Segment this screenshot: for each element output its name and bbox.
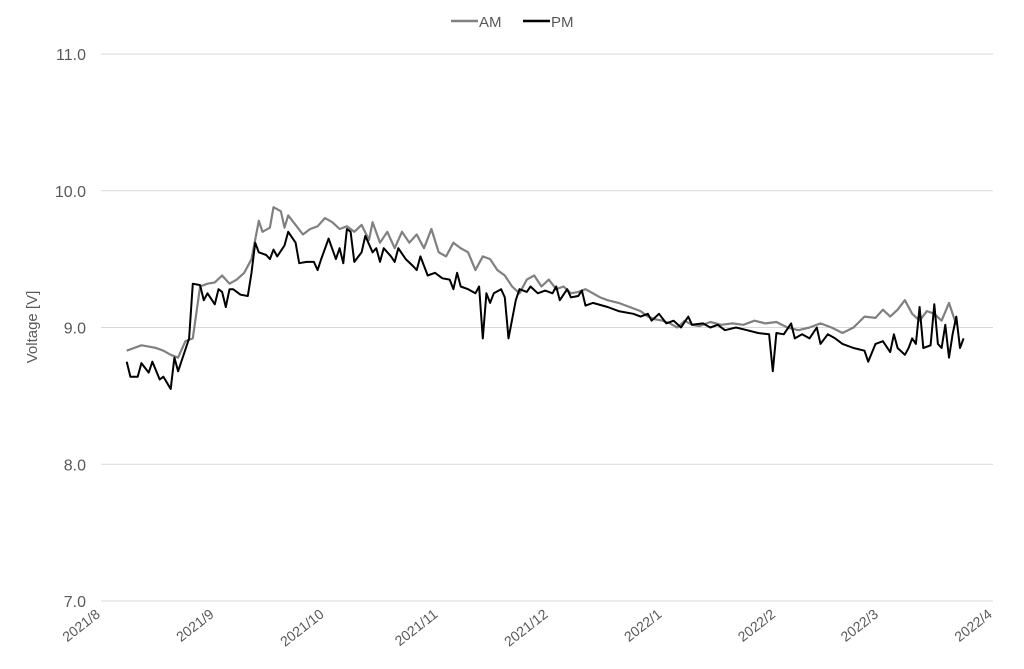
x-tick-label: 2021/9	[173, 606, 217, 645]
y-axis-title: Voltage [V]	[24, 291, 41, 364]
y-tick-label: 10.0	[55, 184, 86, 201]
series-line-am	[126, 206, 958, 359]
y-tick-label: 7.0	[64, 594, 86, 611]
series-lines	[125, 206, 965, 390]
y-axis-ticks: 7.0 8.0 9.0 10.0 11.0	[55, 47, 86, 611]
x-tick-label: 2021/12	[501, 606, 551, 650]
x-axis-ticks: 2021/8 2021/9 2021/10 2021/11 2021/12 2022/1 2…	[59, 606, 995, 650]
x-tick-label: 2021/8	[59, 606, 103, 645]
x-tick-label: 2022/2	[735, 606, 779, 645]
x-tick-label: 2022/1	[621, 606, 665, 645]
legend: AM PM	[451, 14, 574, 31]
series-line-pm	[125, 228, 965, 390]
legend-label-pm: PM	[551, 14, 574, 31]
x-tick-label: 2022/4	[951, 606, 995, 645]
x-tick-label: 2021/11	[392, 606, 441, 649]
y-tick-label: 9.0	[64, 321, 86, 338]
y-tick-label: 8.0	[64, 457, 86, 474]
gridlines	[101, 53, 993, 602]
x-tick-label: 2021/10	[277, 606, 327, 650]
x-tick-label: 2022/3	[837, 606, 881, 645]
legend-label-am: AM	[479, 14, 502, 31]
y-tick-label: 11.0	[56, 47, 86, 64]
